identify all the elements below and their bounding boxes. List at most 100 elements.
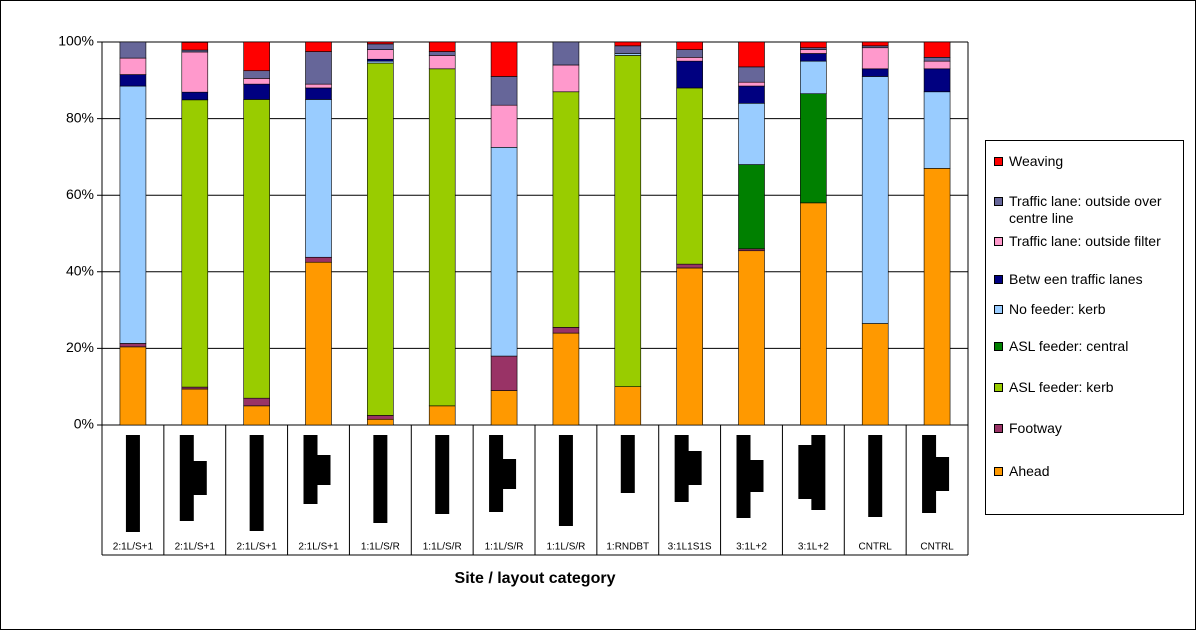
- bar-segment: [800, 53, 827, 62]
- legend-label: ASL feeder: central: [1009, 338, 1129, 354]
- bar-segment: [861, 68, 889, 77]
- layout-icon: [373, 435, 388, 523]
- bar-segment: [119, 343, 147, 348]
- bar-segment: [367, 415, 394, 420]
- bar-segment: [181, 42, 209, 51]
- bar-segment: [800, 41, 827, 49]
- layout-icon: [749, 460, 764, 492]
- legend-swatch: [994, 237, 1003, 246]
- bar-segment: [861, 323, 889, 426]
- bar-segment: [552, 64, 580, 93]
- legend-label: No feeder: kerb: [1009, 301, 1106, 317]
- bar-segment: [738, 164, 765, 250]
- bar-segment: [181, 51, 209, 93]
- bar-segment: [738, 66, 765, 83]
- layout-icon: [179, 435, 194, 521]
- bar-segment: [676, 57, 703, 62]
- x-tick-label: 1:1L/S/R: [423, 542, 462, 553]
- layout-icon: [192, 461, 207, 495]
- legend-swatch: [994, 197, 1003, 206]
- bar-segment: [738, 85, 765, 104]
- bar-segment: [552, 332, 580, 426]
- bar-segment: [490, 104, 518, 148]
- legend-entry: Traffic lane: outside over centre line: [994, 193, 1179, 227]
- layout-icon: [687, 451, 702, 485]
- legend-swatch: [994, 342, 1003, 351]
- bar-segment: [800, 93, 827, 204]
- layout-icon: [249, 435, 264, 531]
- bar-segment: [367, 49, 394, 60]
- legend-swatch: [994, 157, 1003, 166]
- bar-segment: [490, 390, 518, 426]
- legend-label: ASL feeder: kerb: [1009, 379, 1114, 395]
- bar-segment: [861, 47, 889, 70]
- y-tick-label: 60%: [66, 186, 94, 202]
- legend-entry: Weaving: [994, 153, 1179, 170]
- bar-segment: [552, 327, 580, 334]
- layout-icon: [922, 435, 937, 513]
- bar-segment: [428, 51, 456, 56]
- bar-segment: [676, 87, 703, 265]
- layout-icon: [868, 435, 883, 517]
- legend-label: Ahead: [1009, 463, 1050, 479]
- bar-segment: [119, 74, 147, 87]
- layout-icon: [316, 455, 331, 485]
- layout-icon: [736, 435, 751, 518]
- legend-entry: ASL feeder: kerb: [994, 379, 1179, 396]
- bar-segment: [490, 147, 518, 357]
- layout-icon: [811, 435, 826, 510]
- x-tick-label: 3:1L+2: [798, 542, 829, 553]
- bar-segment: [243, 78, 270, 85]
- bar-segment: [676, 263, 703, 269]
- layout-icon: [303, 435, 318, 504]
- bar-segment: [119, 85, 147, 344]
- legend-label: Betw een traffic lanes: [1009, 271, 1143, 287]
- x-tick-label: 3:1L+2: [736, 542, 767, 553]
- x-tick-label: 1:1L/S/R: [485, 542, 524, 553]
- bar-segment: [428, 55, 456, 70]
- bar-segment: [861, 41, 889, 47]
- legend-label: Weaving: [1009, 153, 1064, 169]
- bar-segment: [243, 83, 270, 100]
- x-tick-label: 1:1L/S/R: [361, 542, 400, 553]
- bar-segment: [923, 57, 951, 62]
- bar-segment: [614, 386, 642, 426]
- bar-segment: [367, 418, 394, 426]
- bar-segment: [305, 256, 332, 263]
- bar-segment: [490, 76, 518, 106]
- x-tick-label: 2:1L/S+1: [298, 542, 339, 553]
- bar-segment: [552, 91, 580, 328]
- y-tick-label: 40%: [66, 263, 94, 279]
- bar-segment: [490, 355, 518, 391]
- bar-segment: [428, 405, 456, 426]
- bar-segment: [305, 83, 332, 89]
- legend-entry: Traffic lane: outside filter: [994, 233, 1179, 250]
- legend-swatch: [994, 305, 1003, 314]
- bar-segment: [305, 261, 332, 426]
- layout-icon: [125, 435, 140, 532]
- layout-icon: [435, 435, 450, 514]
- bar-segment: [923, 91, 951, 169]
- bar-segment: [738, 81, 765, 87]
- x-tick-label: 3:1L1S1S: [668, 542, 712, 553]
- bar-segment: [367, 43, 394, 50]
- legend-entry: Betw een traffic lanes: [994, 271, 1179, 288]
- bar-segment: [676, 60, 703, 89]
- bar-segment: [181, 99, 209, 388]
- legend-swatch: [994, 424, 1003, 433]
- bar-segment: [243, 99, 270, 399]
- legend-entry: ASL feeder: central: [994, 338, 1179, 355]
- bar-segment: [428, 41, 456, 52]
- bar-segment: [305, 87, 332, 100]
- layout-icon: [489, 435, 504, 512]
- y-tick-label: 0%: [74, 416, 94, 432]
- x-tick-label: CNTRL: [859, 542, 893, 553]
- bar-segment: [181, 91, 209, 101]
- bar-segment: [243, 70, 270, 79]
- bar-segment: [738, 250, 765, 426]
- bar-segment: [861, 76, 889, 324]
- legend: Weaving Traffic lane: outside over centre…: [985, 140, 1184, 515]
- x-tick-label: 2:1L/S+1: [113, 542, 154, 553]
- x-axis-title: Site / layout category: [455, 570, 616, 587]
- layout-icon: [558, 435, 573, 526]
